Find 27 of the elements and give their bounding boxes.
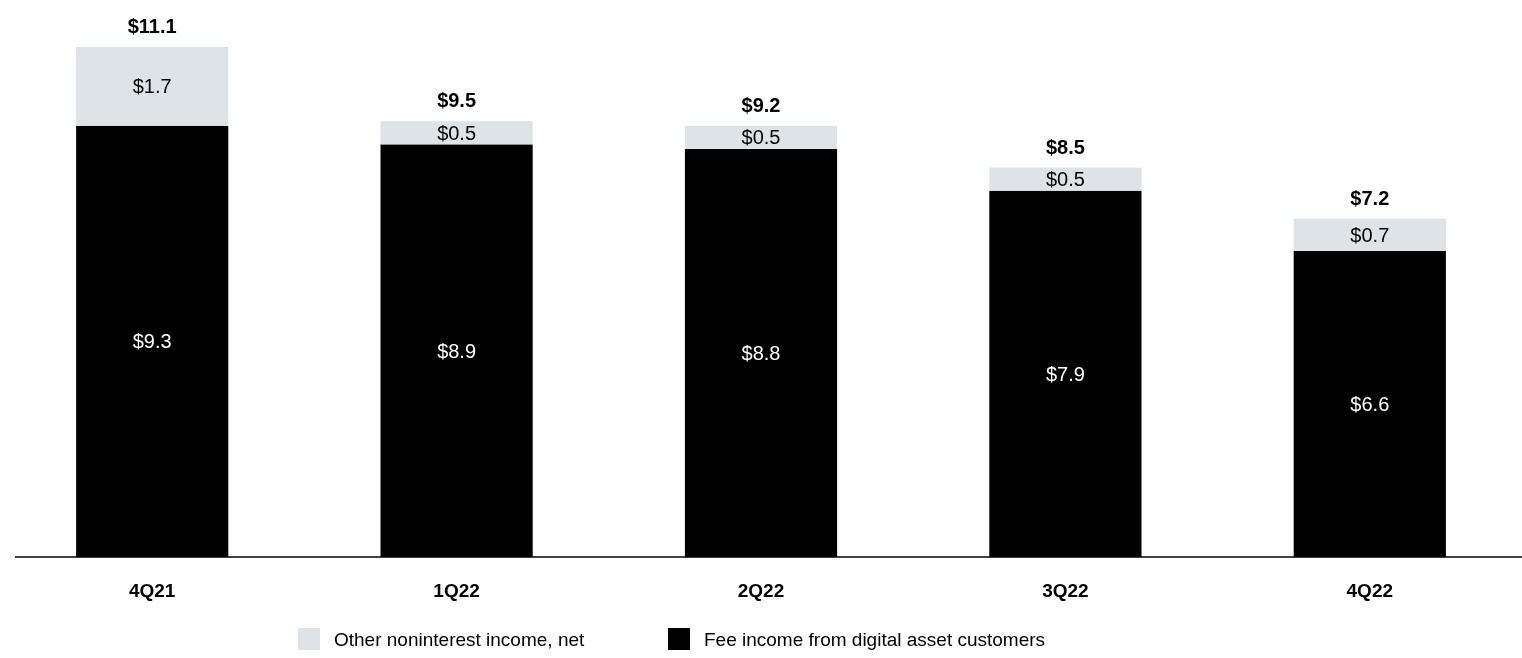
x-tick-label: 3Q22 xyxy=(1042,580,1089,601)
bar xyxy=(76,47,229,126)
data-label: $7.9 xyxy=(1045,362,1085,385)
bar xyxy=(1293,218,1446,251)
x-tick-label: 1Q22 xyxy=(433,580,480,601)
x-tick-label: 4Q22 xyxy=(1346,580,1394,601)
x-tick-label: 4Q21 xyxy=(128,580,176,601)
data-label: $0.5 xyxy=(741,126,781,149)
total-label: $8.5 xyxy=(1045,135,1085,158)
data-label: $8.9 xyxy=(437,339,477,362)
bar xyxy=(989,167,1142,191)
total-label: $9.2 xyxy=(741,93,781,116)
x-tick-label: 2Q22 xyxy=(737,580,785,601)
data-label: $0.5 xyxy=(1045,168,1085,191)
data-label: $6.6 xyxy=(1350,393,1390,415)
bar xyxy=(380,121,533,145)
data-label: $8.8 xyxy=(741,342,781,364)
total-label: $9.5 xyxy=(437,89,477,112)
legend-label: Other noninterest income, net xyxy=(334,629,586,650)
total-label: $11.1 xyxy=(127,15,177,37)
data-label: $0.7 xyxy=(1350,223,1390,246)
legend-label: Fee income from digital asset customers xyxy=(704,629,1046,650)
total-label: $7.2 xyxy=(1350,186,1390,209)
bar xyxy=(684,125,838,149)
data-label: $1.7 xyxy=(132,75,172,98)
data-label: $9.3 xyxy=(132,330,172,353)
data-label: $0.5 xyxy=(437,121,477,144)
